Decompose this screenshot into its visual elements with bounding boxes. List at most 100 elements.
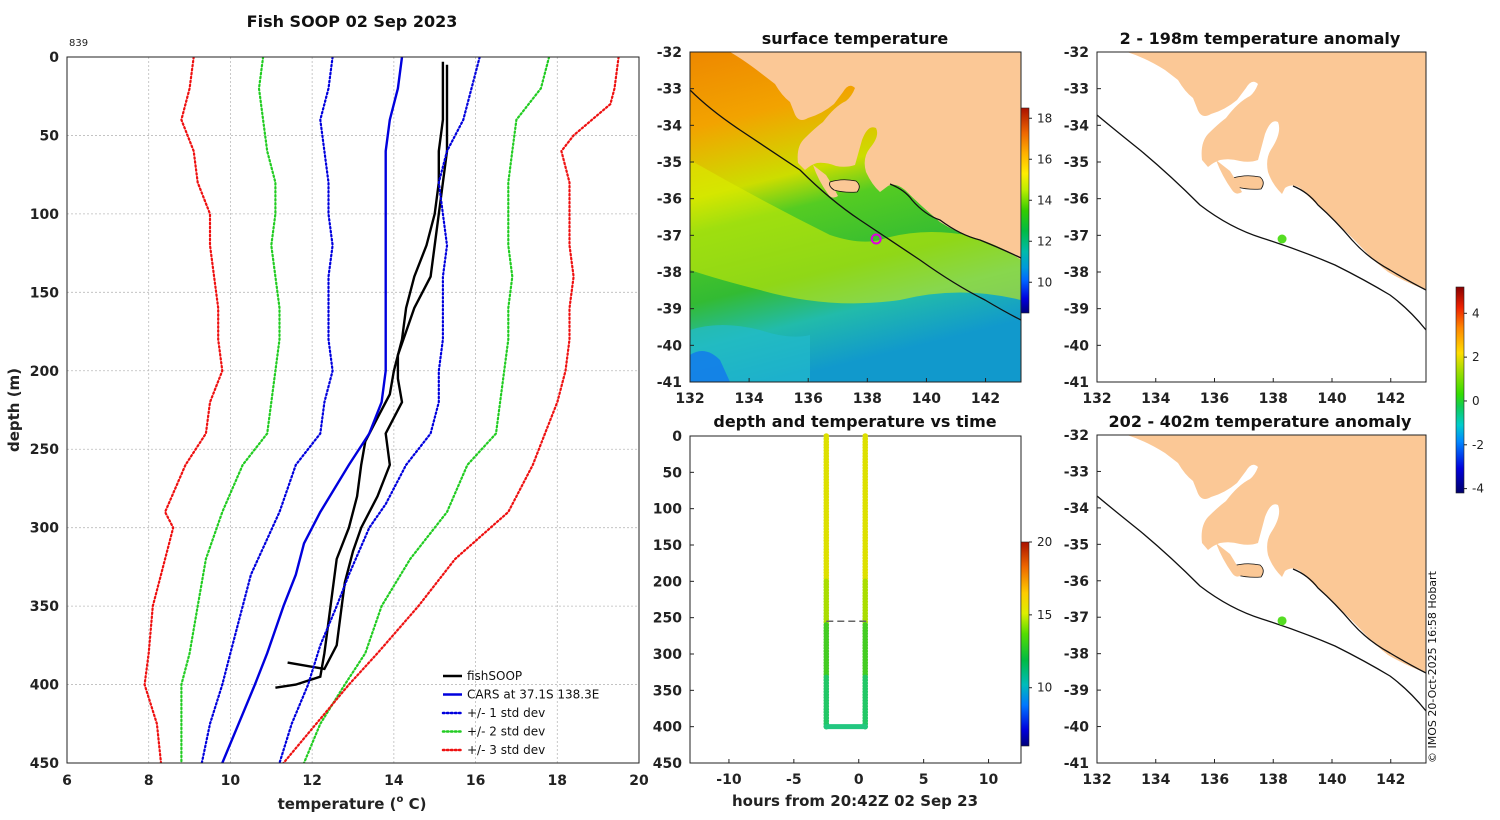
surface-map-title: surface temperature: [762, 29, 949, 48]
colorbar-tick-label: 14: [1037, 193, 1052, 207]
anomaly-deep-frame: [1096, 434, 1427, 764]
anomaly-deep-coast: [1292, 568, 1426, 674]
profile-ticks: 6 8 10 12 14 16 18 2005010015020025030035040045…: [30, 50, 649, 789]
timeline-xlabel: hours from 20:42Z 02 Sep 23: [732, 792, 978, 810]
profile-xtick-label: 14: [384, 773, 404, 789]
legend-label: CARS at 37.1S 138.3E: [467, 688, 599, 702]
timeline-xtick-label: 0: [854, 772, 864, 788]
map-ytick-label: -39: [1064, 683, 1089, 699]
timeline-colorbar: [1020, 541, 1030, 747]
profile-xtick-label: 10: [221, 773, 241, 789]
timeline-frame: [689, 435, 1022, 764]
map-xtick-label: 136: [1200, 391, 1229, 407]
profile-ytick-label: 100: [30, 207, 59, 223]
map-xtick-label: 132: [675, 391, 704, 407]
timeline-ytick-label: 250: [653, 611, 682, 627]
profile-ytick-label: 350: [30, 599, 59, 615]
colorbar-tick-label: -2: [1472, 438, 1484, 452]
legend-label: +/- 2 std dev: [467, 725, 545, 739]
profile-xtick-label: 16: [466, 773, 485, 789]
map-xtick-label: 134: [1141, 391, 1170, 407]
anomaly-deep-field: [1097, 435, 1426, 763]
anomaly-shallow-title: 2 - 198m temperature anomaly: [1120, 29, 1401, 48]
profile-series-line: [143, 57, 224, 763]
anomaly-shallow-coast: [1292, 185, 1426, 291]
profile-xtick-label: 20: [629, 773, 649, 789]
profile-series-line: [275, 61, 445, 689]
map-xtick-label: 134: [1141, 772, 1170, 788]
credit-text: © IMOS 20-Oct-2025 16:58 Hobart: [1426, 570, 1439, 763]
profile-legend: fishSOOP CARS at 37.1S 138.3E +/- 1 std de…: [441, 669, 599, 757]
sst-shelf-isobath: [690, 89, 1021, 321]
map-ytick-label: -39: [657, 302, 682, 318]
timeline-cast: [823, 433, 869, 730]
map-ytick-label: -36: [657, 192, 682, 208]
legend-label: fishSOOP: [467, 669, 522, 683]
profile-xtick-label: 6: [62, 773, 72, 789]
timeline-ytick-label: 50: [663, 465, 683, 481]
anomaly-deep-station: [1277, 616, 1287, 626]
map-ytick-label: -37: [1064, 228, 1089, 244]
surface-map-ticks: 132 134 136 138 140 142 -32 -33 -34 -35 -36 -37 -38 -…: [657, 45, 1000, 407]
map-ytick-label: -34: [1064, 501, 1090, 517]
anomaly-shallow-isobath: [1097, 114, 1426, 331]
map-ytick-label: -33: [1064, 464, 1089, 480]
figure-id-label: 839: [69, 38, 88, 49]
map-ytick-label: -34: [1064, 118, 1090, 134]
map-xtick-label: 132: [1082, 772, 1111, 788]
map-ytick-label: -38: [1064, 265, 1089, 281]
sst-warm-plume: [690, 160, 1021, 304]
map-ytick-label: -35: [1064, 155, 1089, 171]
map-ytick-label: -38: [657, 265, 682, 281]
timeline-ytick-label: 350: [653, 683, 682, 699]
map-ytick-label: -41: [1064, 756, 1089, 772]
sst-station-marker: [870, 233, 882, 245]
map-ytick-label: -40: [1064, 720, 1090, 736]
colorbar-tick-label: 20: [1037, 535, 1052, 549]
map-ytick-label: -37: [657, 228, 682, 244]
legend-label: +/- 3 std dev: [467, 743, 545, 757]
timeline-ytick-label: 300: [653, 647, 682, 663]
map-ytick-label: -38: [1064, 647, 1089, 663]
timeline-xtick-label: -10: [716, 772, 742, 788]
timeline-ytick-label: 450: [653, 756, 682, 772]
timeline-ytick-label: 100: [653, 502, 682, 518]
map-ytick-label: -32: [1064, 428, 1089, 444]
anomaly-colorbar: [1455, 286, 1465, 494]
map-ytick-label: -36: [1064, 574, 1089, 590]
map-ytick-label: -33: [657, 82, 682, 98]
map-ytick-label: -36: [1064, 192, 1089, 208]
map-xtick-label: 140: [1317, 391, 1346, 407]
map-xtick-label: 134: [734, 391, 763, 407]
profile-xtick-label: 12: [302, 773, 321, 789]
profile-title: Fish SOOP 02 Sep 2023: [247, 12, 458, 31]
map-ytick-label: -34: [657, 118, 683, 134]
profile-ytick-label: 200: [30, 364, 59, 380]
map-xtick-label: 140: [912, 391, 941, 407]
colorbar-tick-label: 0: [1472, 394, 1480, 408]
map-xtick-label: 138: [853, 391, 882, 407]
colorbar-tick-label: 10: [1037, 275, 1052, 289]
profile-xlabel: temperature (o C): [278, 794, 427, 813]
anomaly-shallow-field: [1097, 52, 1426, 382]
map-ytick-label: -35: [657, 155, 682, 171]
map-ytick-label: -40: [1064, 338, 1090, 354]
colorbar-tick-label: 4: [1472, 306, 1480, 320]
profile-series-line: [287, 64, 449, 671]
colorbar-tick-label: 15: [1037, 608, 1052, 622]
map-ytick-label: -32: [1064, 45, 1089, 61]
profile-ytick-label: 300: [30, 521, 59, 537]
timeline-ytick-label: 0: [672, 429, 682, 445]
colorbar-tick-label: 2: [1472, 350, 1480, 364]
profile-ytick-label: 400: [30, 678, 59, 694]
profile-ytick-label: 50: [40, 128, 60, 144]
timeline-title: depth and temperature vs time: [713, 412, 996, 431]
profile-series-line: [180, 57, 281, 763]
profile-frame: [66, 56, 640, 764]
timeline-colorbar-ticks: 10 15 20: [1029, 535, 1052, 695]
sst-kangaroo-island: [829, 179, 860, 193]
anomaly-deep-ticks: 132 134 136 138 140 142 -32 -33 -34 -35 -36 -37 -38 -…: [1064, 428, 1406, 788]
profile-grid: [66, 56, 640, 764]
